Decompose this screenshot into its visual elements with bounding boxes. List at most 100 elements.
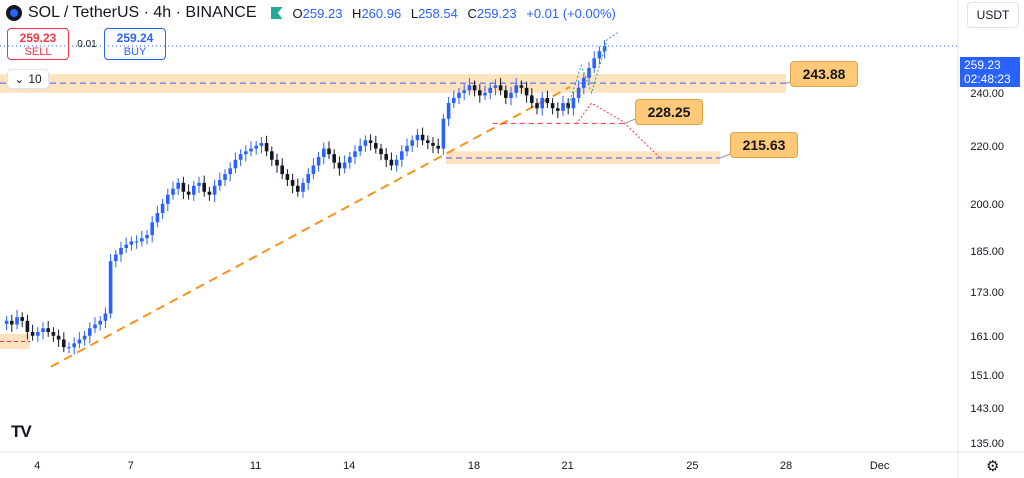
candle-body: [223, 174, 227, 180]
x-tick-label: 11: [250, 460, 261, 472]
candle-body: [270, 151, 274, 160]
candle-body: [10, 320, 14, 325]
callout-mid-level[interactable]: 228.25: [635, 99, 703, 125]
y-tick-label: 173.00: [970, 287, 1004, 299]
candle-body: [561, 103, 565, 111]
x-tick-label: 28: [780, 460, 792, 472]
candle-body: [93, 324, 97, 329]
candle-body: [212, 185, 217, 195]
indicators-count: 10: [28, 72, 42, 86]
candle-body: [124, 244, 128, 248]
candle-body: [576, 87, 581, 98]
candle-body: [145, 234, 149, 239]
candle-body: [202, 182, 206, 192]
low-value: 258.54: [418, 5, 458, 21]
candle-body: [114, 254, 118, 262]
candle-body: [233, 159, 238, 169]
buy-label: BUY: [123, 46, 147, 58]
candle-body: [322, 148, 326, 157]
candle-body: [509, 92, 513, 98]
candle-body: [353, 151, 357, 157]
tradingview-logo[interactable]: TV: [11, 422, 32, 441]
candle-body: [275, 159, 279, 166]
projection-bullish: [567, 32, 618, 109]
candle-body: [249, 148, 253, 152]
candle-body: [254, 145, 258, 149]
candle-body: [155, 212, 160, 223]
candle-body: [181, 182, 186, 192]
candle-body: [197, 182, 201, 186]
y-tick-label: 200.00: [970, 199, 1004, 211]
callout-support[interactable]: 215.63: [730, 132, 798, 158]
open-value: 259.23: [302, 5, 343, 21]
x-tick-label: Dec: [870, 460, 890, 472]
candle-body: [405, 145, 409, 152]
y-tick-label: 143.00: [970, 403, 1004, 415]
candle-body: [535, 103, 539, 109]
candle-body: [296, 185, 300, 192]
solana-logo-icon: [6, 5, 22, 21]
candle-body: [25, 320, 30, 332]
sell-price: 259.23: [19, 31, 57, 45]
candle-body: [540, 97, 544, 109]
candle-body: [290, 179, 295, 186]
candle-body: [441, 118, 446, 149]
candle-body: [306, 174, 310, 183]
candle-body: [415, 134, 420, 141]
zone-support: [446, 151, 720, 165]
candle-body: [4, 320, 9, 324]
candle-body: [530, 95, 534, 104]
candle-body: [41, 328, 45, 332]
candle-body: [472, 85, 477, 91]
candle-body: [119, 247, 123, 255]
candle-body: [389, 159, 394, 166]
candle-body: [519, 85, 524, 88]
candle-body: [358, 145, 362, 152]
y-tick-label: 135.00: [970, 438, 1004, 450]
candle-body: [483, 92, 487, 96]
candle-body: [15, 317, 19, 325]
close-value: 259.23: [476, 5, 517, 21]
indicators-toggle[interactable]: ⌄ 10: [7, 69, 49, 89]
candle-body: [394, 159, 399, 166]
y-tick-label: 161.00: [970, 331, 1004, 343]
candle-body: [207, 191, 212, 195]
candle-body: [400, 151, 404, 160]
spread-value: 0.01: [77, 39, 97, 50]
sell-label: SELL: [24, 46, 52, 58]
candle-body: [228, 168, 232, 175]
candle-body: [264, 143, 269, 152]
candle-body: [545, 97, 550, 104]
y-tick-label: 185.00: [970, 246, 1004, 258]
sell-button[interactable]: 259.23 SELL: [7, 28, 69, 60]
candle-body: [285, 174, 290, 180]
candle-body: [51, 331, 56, 336]
buy-button[interactable]: 259.24 BUY: [104, 28, 166, 60]
candle-body: [176, 182, 180, 189]
candle-body: [77, 339, 82, 344]
candle-body: [160, 203, 165, 213]
candle-body: [171, 188, 175, 195]
candle-body: [478, 90, 482, 96]
y-tick-label: 151.00: [970, 370, 1004, 382]
symbol-title[interactable]: SOL / TetherUS · 4h · BINANCE: [28, 4, 257, 21]
candle-body: [426, 140, 430, 144]
last-price-label: 259.23 02:48:23: [960, 57, 1020, 87]
candle-body: [342, 162, 347, 169]
currency-button[interactable]: USDT: [967, 2, 1019, 28]
candle-body: [556, 108, 560, 111]
callout-resistance[interactable]: 243.88: [790, 61, 858, 87]
candle-body: [457, 92, 461, 98]
gear-icon[interactable]: ⚙: [986, 458, 1000, 475]
candle-body: [259, 143, 264, 146]
candle-body: [62, 339, 66, 348]
change-value: +0.01 (+0.00%): [526, 5, 616, 21]
candle-body: [467, 85, 472, 91]
candle-body: [238, 154, 243, 160]
x-tick-label: 18: [468, 460, 480, 472]
candle-body: [150, 222, 154, 235]
candle-body: [410, 140, 414, 146]
candle-body: [374, 143, 378, 149]
x-tick-label: 4: [34, 460, 40, 472]
